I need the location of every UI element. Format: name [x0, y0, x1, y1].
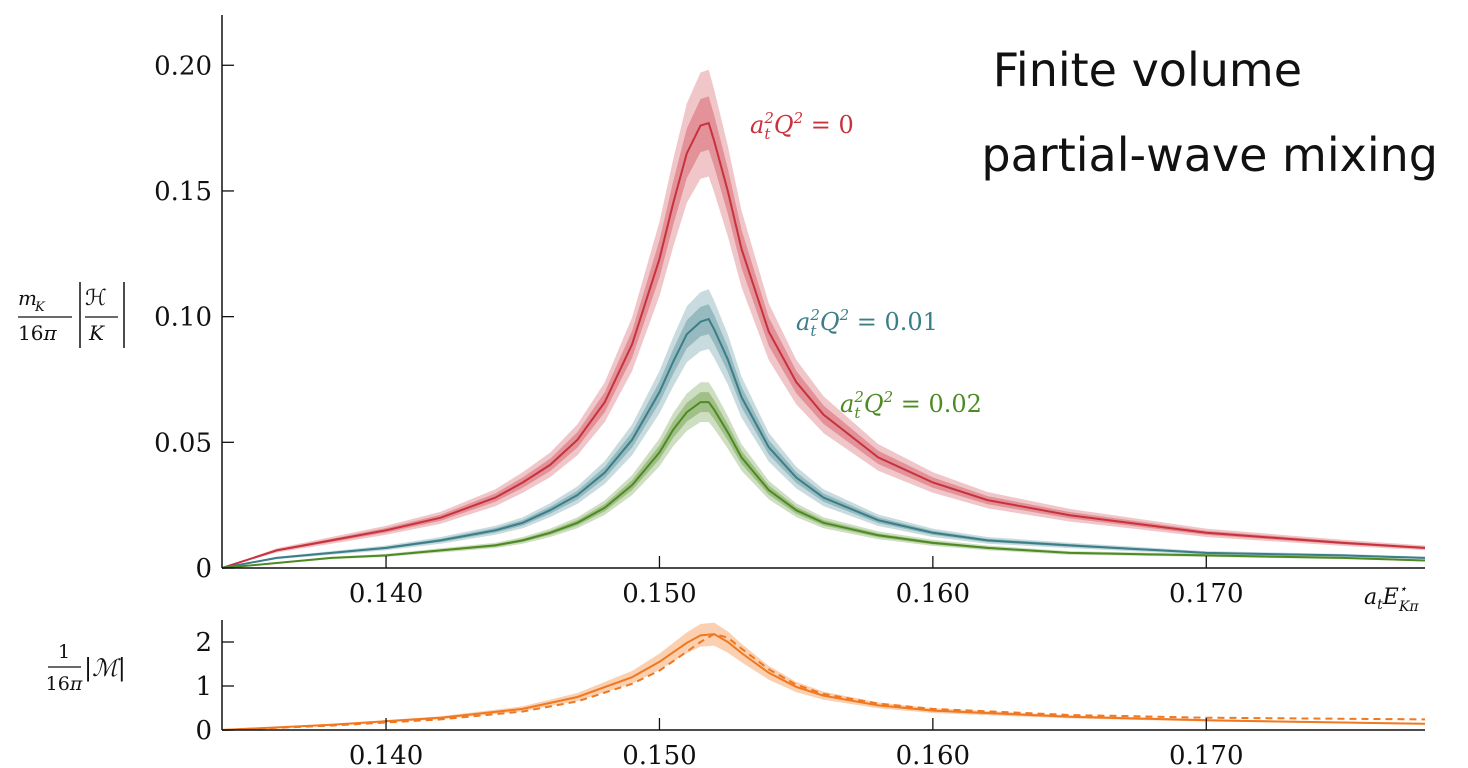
lower-bands: [222, 622, 1425, 730]
y-tick-label: 0.20: [154, 51, 212, 81]
svg-text:K: K: [34, 300, 46, 315]
upper-x-ticks: 0.140 0.150 0.160 0.170: [349, 556, 1243, 609]
upper-y-ticks: 0 0.05 0.10 0.15 0.20: [154, 51, 234, 584]
y-tick-label: 0.10: [154, 303, 212, 333]
x-tick-label: 0.170: [1169, 579, 1243, 609]
svg-text:K: K: [88, 321, 105, 345]
y-tick-label: 0.15: [154, 177, 212, 207]
lower-x-ticks: 0.140 0.150 0.160 0.170: [349, 718, 1243, 768]
svg-text:16π: 16π: [46, 673, 83, 695]
y-tick-label: 0: [195, 716, 212, 746]
chart-title-line2: partial-wave mixing: [981, 128, 1438, 182]
series-2-line: [221, 401, 1426, 569]
x-tick-label: 0.170: [1169, 741, 1243, 768]
svg-text:16π: 16π: [18, 321, 57, 345]
lower-series-band: [222, 622, 1425, 730]
upper-x-axis-label: atE⋆ Kπ: [1364, 582, 1419, 615]
x-tick-label: 0.160: [896, 741, 970, 768]
y-tick-label: 0: [195, 554, 212, 584]
y-tick-label: 1: [195, 672, 212, 702]
x-tick-label: 0.140: [349, 579, 423, 609]
upper-y-axis-label: m K 16π ℋ K: [18, 282, 125, 348]
svg-text:|ℳ|: |ℳ|: [84, 654, 126, 683]
chart-title-line1: Finite volume: [993, 43, 1302, 97]
upper-lines: [221, 121, 1426, 569]
series-label-q001: at2Q2 = 0.01: [796, 306, 938, 340]
x-tick-label: 0.160: [896, 579, 970, 609]
series-0-line: [221, 121, 1426, 569]
lower-series-dashed-line: [221, 633, 1426, 731]
series-label-q002: at2Q2 = 0.02: [840, 388, 982, 422]
x-tick-label: 0.150: [622, 579, 696, 609]
series-label-q0: at2Q2 = 0: [750, 109, 854, 143]
series-1-line: [221, 317, 1426, 569]
y-tick-label: 0.05: [154, 428, 212, 458]
svg-text:1: 1: [58, 641, 70, 663]
svg-text:ℋ: ℋ: [85, 286, 107, 311]
y-tick-label: 2: [195, 628, 212, 658]
x-tick-label: 0.150: [622, 741, 696, 768]
svg-text:m: m: [18, 286, 37, 310]
lower-lines: [221, 633, 1426, 731]
lower-series-solid-line: [221, 633, 1426, 731]
svg-text:atE⋆Kπ: atE⋆ Kπ: [1364, 582, 1419, 615]
x-tick-label: 0.140: [349, 741, 423, 768]
lower-y-axis-label: 1 16π |ℳ|: [46, 641, 126, 695]
lower-y-ticks: 0 1 2: [195, 628, 234, 746]
